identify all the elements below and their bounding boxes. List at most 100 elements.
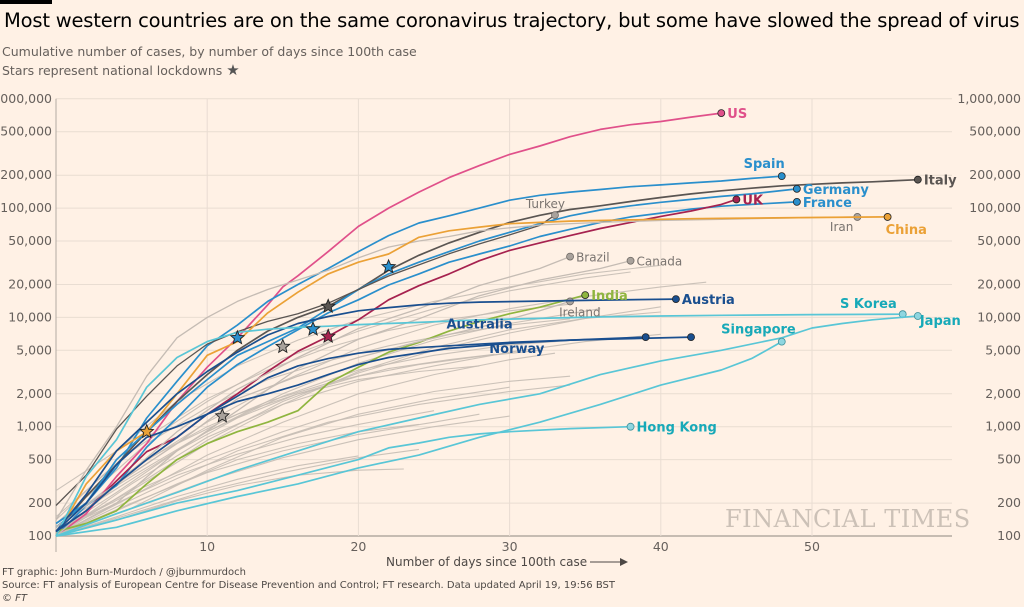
series-endpoint-marker: [717, 109, 726, 117]
series-endpoint-marker: [566, 252, 574, 261]
chart-subtitle: Cumulative number of cases, by number of…: [2, 43, 417, 80]
background-country-line: [55, 386, 510, 537]
y-tick-label-left: 1,000,000: [0, 91, 52, 106]
series-line-norway: [55, 336, 646, 533]
x-tick-label: 40: [653, 539, 669, 554]
series-line-us: [55, 112, 722, 537]
lockdown-star-icon: [320, 298, 336, 314]
grid-layer: [55, 98, 952, 552]
subtitle-line-1: Cumulative number of cases, by number of…: [2, 44, 417, 59]
series-line-turkey: [55, 214, 556, 506]
chart-footer: FT graphic: John Burn-Murdoch / @jburnmu…: [2, 566, 615, 605]
chart-title: Most western countries are on the same c…: [4, 9, 1020, 32]
y-tick-label-left: 50,000: [8, 233, 52, 248]
x-axis-label: Number of days since 100th case: [386, 555, 587, 569]
series-label: Ireland: [559, 305, 601, 319]
y-tick-label-left: 200,000: [0, 167, 52, 182]
series-label: Germany: [803, 183, 869, 198]
ft-brand-bar: [0, 0, 52, 4]
series-endpoint-marker: [777, 337, 786, 346]
background-country-line: [55, 308, 601, 528]
series-line-spain: [55, 175, 782, 528]
star-icon: ★: [226, 61, 240, 79]
background-country-lines: [55, 264, 707, 537]
series-line-canada: [55, 260, 631, 537]
series-line-hong-kong: [55, 425, 631, 537]
background-country-line: [55, 338, 586, 524]
y-tick-label-right: 100: [997, 528, 1021, 543]
background-country-line: [55, 306, 661, 537]
y-tick-label-left: 100,000: [0, 200, 52, 215]
credit-line: FT graphic: John Burn-Murdoch / @jburnmu…: [2, 567, 246, 578]
lockdown-star-icon: [138, 423, 155, 439]
series-label: Hong Kong: [637, 421, 717, 436]
series-label: Spain: [744, 157, 785, 172]
series-endpoint-marker: [732, 195, 741, 204]
x-tick-label: 30: [502, 539, 518, 554]
series-endpoint-marker: [551, 211, 559, 219]
lockdown-star-icon: [229, 329, 246, 345]
x-tick-label: 50: [804, 539, 820, 554]
y-tick-label-right: 1,000: [985, 419, 1021, 434]
series-line-brazil: [55, 255, 571, 528]
lockdown-star-icon: [214, 407, 231, 423]
lockdown-star-icon: [274, 338, 291, 354]
series-label: Norway: [489, 342, 545, 357]
highlighted-series: [55, 109, 922, 537]
y-tick-label-left: 2,000: [16, 386, 52, 401]
series-endpoint-marker: [913, 175, 922, 184]
background-country-line: [55, 468, 404, 537]
series-endpoint-marker: [883, 213, 892, 221]
series-line-s-korea: [55, 313, 903, 537]
y-tick-label-left: 10,000: [8, 309, 52, 324]
y-tick-label-right: 10,000: [977, 309, 1021, 324]
background-country-line: [55, 281, 707, 528]
background-country-line: [55, 384, 571, 537]
series-line-iran: [55, 216, 858, 521]
y-tick-label-left: 1,000: [16, 419, 52, 434]
series-endpoint-marker: [626, 256, 635, 265]
lockdown-note: Stars represent national lockdowns: [2, 63, 223, 78]
series-endpoint-marker: [641, 333, 650, 342]
series-label: Iran: [830, 220, 853, 234]
series-endpoint-marker: [913, 312, 922, 320]
source-line: Source: FT analysis of European Centre f…: [2, 580, 615, 591]
lockdown-stars: [138, 258, 397, 439]
x-axis: 10 20 30 40 50: [199, 539, 820, 554]
y-tick-label-right: 200: [997, 495, 1021, 510]
series-label: Canada: [637, 255, 683, 269]
series-label: Singapore: [721, 323, 796, 338]
series-label: Brazil: [576, 251, 610, 265]
series-endpoint-marker: [581, 291, 590, 299]
y-tick-label-right: 5,000: [985, 342, 1021, 357]
background-country-line: [55, 349, 540, 532]
series-label: Austria: [682, 293, 735, 308]
y-tick-label-left: 20,000: [8, 276, 52, 291]
series-line-japan: [55, 315, 918, 537]
y-tick-label-left: 5,000: [16, 342, 52, 357]
series-endpoint-marker: [792, 197, 801, 206]
y-axis-right: 100 200 500 1,000 2,000 5,000 10,000 20,000 50,0…: [957, 91, 1021, 543]
background-country-line: [55, 413, 480, 537]
series-label: US: [727, 107, 747, 122]
y-tick-label-right: 20,000: [977, 276, 1021, 291]
series-label: Italy: [924, 174, 957, 189]
arrow-right-icon: [620, 558, 628, 566]
copyright: © FT: [2, 593, 28, 604]
series-label: S Korea: [840, 297, 897, 312]
y-tick-label-right: 100,000: [969, 200, 1021, 215]
series-line-italy: [55, 178, 918, 533]
series-label: UK: [742, 193, 764, 208]
background-country-line: [55, 352, 556, 537]
y-tick-label-right: 2,000: [985, 386, 1021, 401]
series-label: Turkey: [525, 197, 565, 211]
y-tick-label-left: 500: [28, 452, 52, 467]
background-country-line: [55, 455, 359, 537]
y-tick-label-left: 100: [28, 528, 52, 543]
series-line-singapore: [55, 340, 783, 537]
lockdown-star-icon: [320, 328, 336, 344]
series-endpoint-marker: [777, 172, 786, 181]
series-line-france: [55, 201, 797, 537]
x-tick-label: 20: [350, 539, 366, 554]
